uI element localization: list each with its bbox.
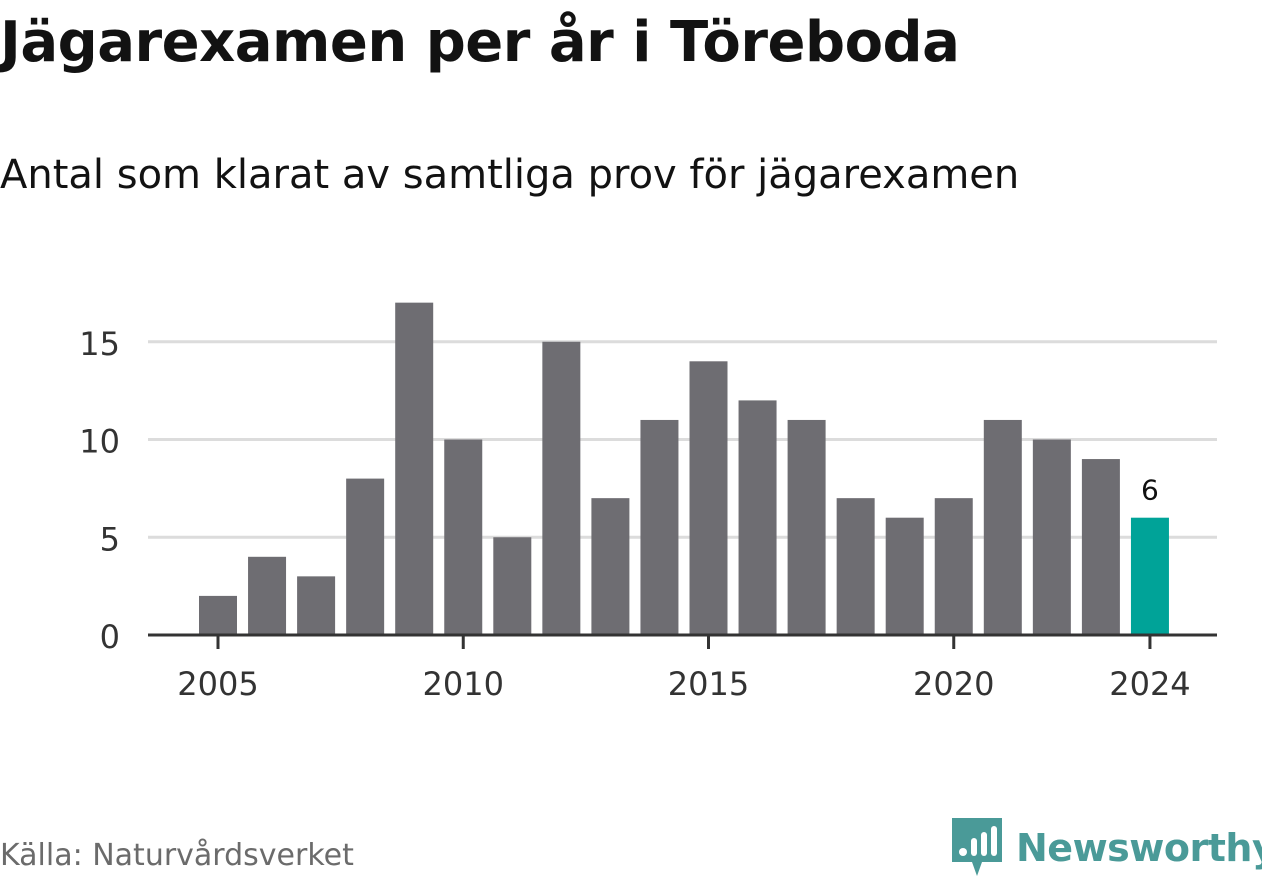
x-axis-ticks <box>216 635 1152 649</box>
bar-2006 <box>248 556 287 635</box>
bar-chart: 0 5 10 15 6 2005 2010 2015 2020 2024 <box>79 302 1217 703</box>
bar-2024 <box>1130 517 1169 635</box>
x-tick-label: 2010 <box>423 665 504 703</box>
bar-2019 <box>885 517 924 635</box>
bar-2005 <box>199 595 237 635</box>
bar-2015 <box>689 361 728 635</box>
x-tick-label: 2020 <box>913 665 994 703</box>
x-tick-label: 2015 <box>668 665 749 703</box>
x-axis-tick-labels: 2005 2010 2015 2020 2024 <box>177 665 1190 703</box>
bar-2008 <box>346 478 385 635</box>
bar-2011 <box>493 537 532 635</box>
y-tick-label: 10 <box>79 423 120 461</box>
y-tick-label: 15 <box>79 325 120 363</box>
bar-2017 <box>787 419 826 635</box>
chart-subtitle: Antal som klarat av samtliga prov för jä… <box>0 152 1020 198</box>
x-tick-label: 2024 <box>1109 665 1190 703</box>
bar-2023 <box>1081 459 1120 635</box>
bar-2012 <box>542 341 581 635</box>
bar-2020 <box>934 498 973 635</box>
y-tick-label: 5 <box>100 520 120 558</box>
x-tick-label: 2005 <box>177 665 258 703</box>
bars <box>199 302 1169 635</box>
bar-2009 <box>395 302 434 635</box>
bar-2013 <box>591 498 630 635</box>
data-labels: 6 <box>1141 474 1159 507</box>
bar-2016 <box>738 400 777 635</box>
data-label-2024: 6 <box>1141 474 1159 507</box>
y-axis-tick-labels: 0 5 10 15 <box>79 325 120 656</box>
bar-2014 <box>640 419 679 635</box>
brand-logo: Newsworthy <box>952 818 1262 878</box>
chart-title: Jägarexamen per år i Töreboda <box>0 10 960 75</box>
y-tick-label: 0 <box>100 618 120 656</box>
bar-2007 <box>297 576 336 635</box>
bar-2010 <box>444 439 483 635</box>
bar-2021 <box>983 419 1022 635</box>
source-note: Källa: Naturvårdsverket <box>0 838 354 873</box>
newsworthy-logo-icon <box>952 818 1002 876</box>
bar-2018 <box>836 498 875 635</box>
brand-name: Newsworthy <box>1016 826 1262 870</box>
bar-2022 <box>1032 439 1071 635</box>
